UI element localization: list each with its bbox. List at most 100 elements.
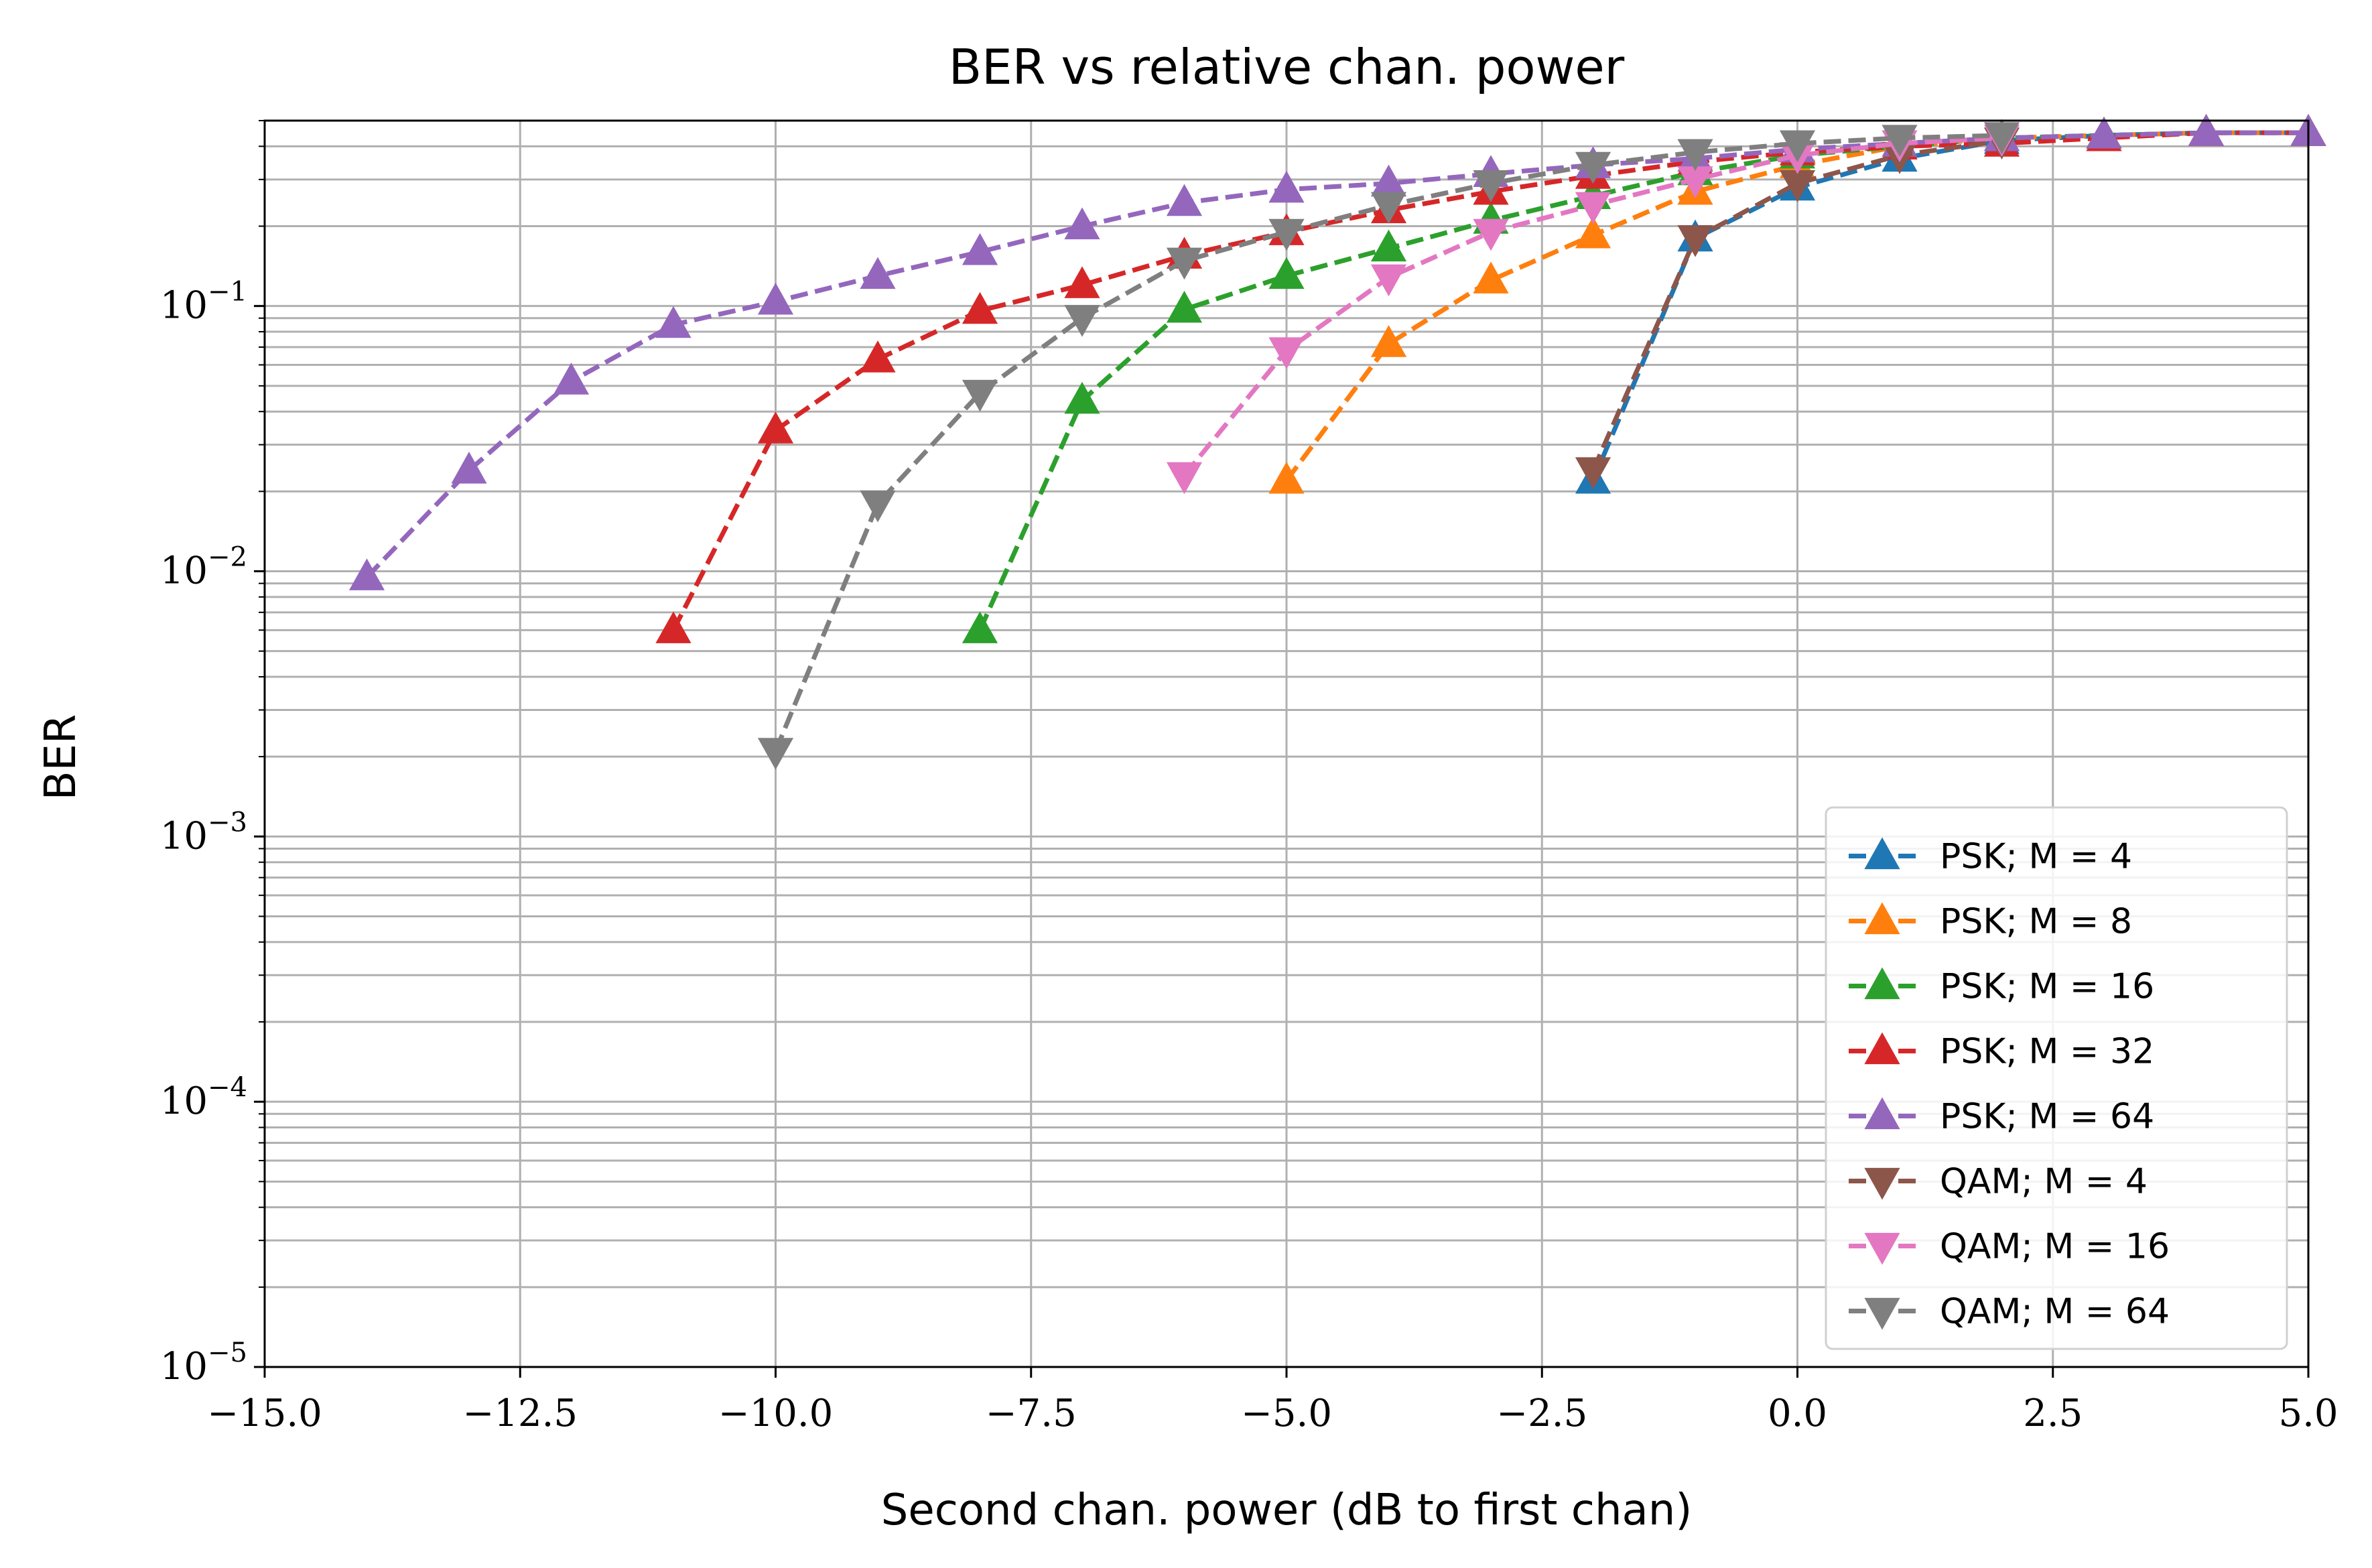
- data-point: [1064, 266, 1100, 298]
- legend-label: PSK; M = 32: [1940, 1032, 2154, 1072]
- data-point: [1268, 257, 1305, 289]
- data-point: [1166, 184, 1203, 216]
- legend-marker: [1864, 967, 1900, 1000]
- chart-title: BER vs relative chan. power: [949, 39, 1625, 95]
- data-point: [962, 379, 998, 412]
- data-point: [1370, 229, 1407, 262]
- data-point: [962, 291, 998, 324]
- x-tick-label: 5.0: [2278, 1392, 2338, 1435]
- data-point: [1370, 164, 1407, 197]
- legend-marker: [1864, 1167, 1900, 1200]
- data-point: [1677, 225, 1713, 257]
- data-point: [962, 611, 998, 643]
- legend-label: PSK; M = 64: [1940, 1097, 2154, 1137]
- legend-label: QAM; M = 64: [1940, 1292, 2170, 1332]
- legend-marker: [1864, 902, 1900, 935]
- data-point: [860, 257, 896, 289]
- data-point: [1677, 166, 1713, 198]
- data-point: [1575, 457, 1611, 490]
- data-point: [757, 282, 794, 315]
- data-point: [1575, 151, 1611, 184]
- legend-label: PSK; M = 8: [1940, 902, 2132, 942]
- x-tick-label: 0.0: [1768, 1392, 1827, 1435]
- data-point: [1268, 337, 1305, 369]
- x-tick-label: 2.5: [2023, 1392, 2083, 1435]
- y-tick-label-base: 10: [160, 1080, 208, 1123]
- legend-marker: [1864, 1032, 1900, 1065]
- x-tick-label: −7.5: [986, 1392, 1077, 1435]
- ticks: −15.0 −12.5 −10.0 −7.5 −5.0 −2.5 0.0 2.5 5.010−5…: [160, 120, 2338, 1435]
- data-point: [1064, 207, 1100, 240]
- y-tick-label: 10−4: [160, 1072, 247, 1123]
- data-point: [2188, 114, 2225, 146]
- data-point: [655, 611, 691, 643]
- data-point: [1370, 264, 1407, 297]
- data-point: [2086, 116, 2122, 149]
- series-line: [1591, 138, 2002, 472]
- data-point: [1268, 218, 1305, 251]
- legend-box: [1825, 806, 2288, 1350]
- series-line: [1284, 130, 2308, 482]
- data-point: [1473, 170, 1509, 202]
- data-point: [1064, 305, 1100, 337]
- data-point: [1983, 122, 2020, 154]
- data-point: [1779, 130, 1816, 163]
- series-line: [671, 130, 2308, 631]
- series-layer: [348, 114, 2326, 770]
- y-axis-label: BER: [36, 714, 86, 801]
- legend-marker: [1864, 1232, 1900, 1265]
- data-point: [1882, 125, 1918, 157]
- y-tick-label-base: 10: [160, 549, 208, 593]
- data-point: [1268, 461, 1305, 494]
- data-point: [1370, 192, 1407, 224]
- series-line: [978, 130, 2308, 631]
- legend-label: PSK; M = 4: [1940, 837, 2132, 877]
- data-point: [860, 490, 896, 523]
- y-tick-label: 10−1: [160, 277, 247, 328]
- x-tick-label: −5.0: [1241, 1392, 1332, 1435]
- series-line: [773, 133, 2002, 753]
- data-point: [1575, 192, 1611, 224]
- data-point: [1166, 290, 1203, 323]
- legend-label: QAM; M = 16: [1940, 1227, 2170, 1267]
- data-point: [860, 340, 896, 373]
- y-tick-label-exponent: −5: [208, 1337, 247, 1368]
- data-point: [1677, 139, 1713, 172]
- series-qam-m-64: [757, 122, 2020, 770]
- data-point: [1473, 261, 1509, 293]
- y-tick-label: 10−2: [160, 542, 247, 593]
- data-point: [1473, 218, 1509, 251]
- data-point: [1064, 381, 1100, 414]
- data-point: [757, 411, 794, 444]
- data-point: [1166, 462, 1203, 495]
- data-point: [553, 363, 590, 395]
- legend-label: PSK; M = 16: [1940, 967, 2154, 1007]
- data-point: [451, 452, 487, 484]
- y-tick-label: 10−3: [160, 807, 247, 858]
- series-psk-m-64: [348, 114, 2326, 590]
- legend-marker: [1864, 1297, 1900, 1330]
- legend: PSK; M = 4 PSK; M = 8 PSK; M = 16 PSK; M = …: [1825, 806, 2288, 1350]
- legend-marker: [1864, 837, 1900, 870]
- y-tick-label-base: 10: [160, 1345, 208, 1388]
- y-tick-label-base: 10: [160, 814, 208, 858]
- data-point: [1575, 216, 1611, 249]
- x-tick-label: −15.0: [207, 1392, 322, 1435]
- x-axis-label: Second chan. power (dB to first chan): [881, 1486, 1693, 1535]
- data-point: [962, 233, 998, 265]
- y-tick-label: 10−5: [160, 1337, 247, 1388]
- y-tick-label-base: 10: [160, 284, 208, 328]
- x-tick-label: −10.0: [718, 1392, 834, 1435]
- data-point: [1779, 170, 1816, 202]
- data-point: [348, 558, 385, 590]
- data-point: [1166, 247, 1203, 280]
- data-point: [1268, 170, 1305, 203]
- y-tick-label-exponent: −2: [208, 542, 247, 573]
- data-point: [757, 738, 794, 770]
- x-tick-label: −2.5: [1496, 1392, 1587, 1435]
- series-line: [365, 130, 2308, 579]
- data-point: [1370, 325, 1407, 357]
- y-tick-label-exponent: −4: [208, 1072, 247, 1103]
